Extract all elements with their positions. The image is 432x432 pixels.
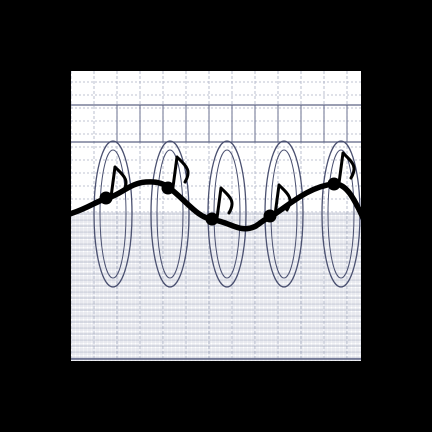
note-head bbox=[263, 209, 277, 223]
note-4 bbox=[263, 183, 292, 223]
note-head bbox=[205, 212, 219, 226]
note-stem bbox=[171, 156, 179, 188]
note-flag bbox=[175, 155, 190, 184]
note-2 bbox=[161, 155, 190, 195]
note-stem bbox=[215, 187, 223, 219]
note-3 bbox=[205, 186, 234, 226]
music-notes bbox=[99, 151, 356, 226]
wave-loop-inner bbox=[156, 149, 184, 279]
note-1 bbox=[99, 165, 128, 205]
note-flag bbox=[113, 165, 128, 194]
wave-loop-inner bbox=[327, 149, 355, 279]
note-head bbox=[327, 177, 341, 191]
wave-loop-outer bbox=[93, 140, 133, 288]
note-head bbox=[99, 191, 113, 205]
wave-loop-outer bbox=[150, 140, 190, 288]
note-stem bbox=[337, 152, 345, 184]
note-flag bbox=[219, 186, 234, 215]
dense-grid-region bbox=[71, 212, 361, 361]
note-5 bbox=[327, 151, 356, 191]
note-stem bbox=[273, 184, 281, 216]
grid-lines bbox=[71, 71, 361, 361]
note-flag bbox=[277, 183, 292, 212]
wave-loop-inner bbox=[99, 149, 127, 279]
note-flag bbox=[341, 151, 356, 180]
note-stem bbox=[109, 166, 117, 198]
note-head bbox=[161, 181, 175, 195]
